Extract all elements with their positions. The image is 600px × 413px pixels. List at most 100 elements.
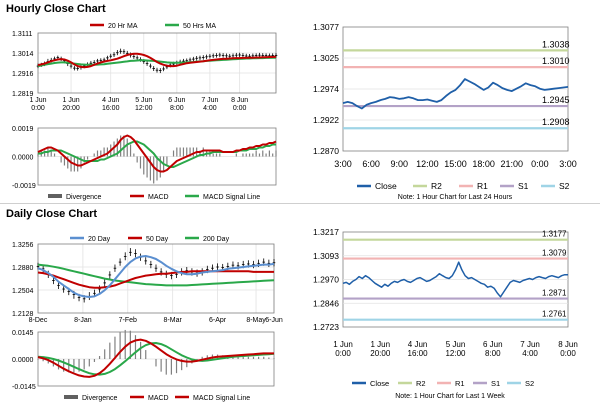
y-tick-label: 1.2870 bbox=[313, 146, 339, 156]
legend-r1: R1 bbox=[455, 379, 465, 388]
y-tick-label: 1.3014 bbox=[12, 51, 34, 58]
close-line bbox=[342, 78, 569, 110]
x-tick-label: 8 Jun bbox=[231, 97, 248, 104]
x-tick-label: 16:00 bbox=[408, 349, 429, 358]
y-tick-label: 1.3256 bbox=[12, 242, 34, 249]
x-tick-label: 7 Jun bbox=[520, 340, 540, 349]
legend-macd: MACD bbox=[148, 395, 169, 402]
x-tick-label: 20:00 bbox=[62, 105, 80, 112]
pivot-level-label: 1.3079 bbox=[542, 249, 567, 258]
y-tick-label: 1.3077 bbox=[313, 22, 339, 32]
macd-line bbox=[37, 338, 274, 378]
y-tick-label: 1.2128 bbox=[12, 311, 34, 318]
x-tick-label: 0:00 bbox=[560, 349, 576, 358]
hourly-section-title: Hourly Close Chart bbox=[6, 3, 106, 15]
legend-close: Close bbox=[370, 379, 389, 388]
y-tick-label: 1.3217 bbox=[313, 227, 339, 237]
legend-50day: 50 Day bbox=[146, 236, 169, 243]
x-tick-label: 0:00 bbox=[233, 105, 247, 112]
legend-close: Close bbox=[375, 181, 397, 191]
x-tick-label: 1 Jun bbox=[29, 97, 46, 104]
x-tick-label: 15:00 bbox=[444, 159, 467, 169]
y-tick-label: 0.0145 bbox=[12, 330, 34, 337]
legend-divergence-swatch bbox=[64, 395, 78, 399]
x-tick-label: 21:00 bbox=[500, 159, 523, 169]
x-tick-label: 6-Jun bbox=[265, 317, 283, 324]
y-tick-label: 1.3025 bbox=[313, 53, 339, 63]
x-tick-label: 9:00 bbox=[390, 159, 408, 169]
x-tick-label: 6-Apr bbox=[209, 317, 227, 324]
close-line bbox=[342, 261, 568, 298]
x-tick-label: 0:00 bbox=[335, 349, 351, 358]
pivot-level-label: 1.2871 bbox=[542, 289, 567, 298]
x-tick-label: 8:00 bbox=[485, 349, 501, 358]
y-tick-label: 1.2970 bbox=[313, 275, 339, 285]
ma-20hr-line bbox=[37, 52, 277, 69]
x-tick-label: 4:00 bbox=[522, 349, 538, 358]
x-tick-label: 4:00 bbox=[203, 105, 217, 112]
x-tick-label: 6 Jun bbox=[483, 340, 503, 349]
y-tick-label: 1.3093 bbox=[313, 251, 339, 261]
x-tick-label: 20:00 bbox=[370, 349, 391, 358]
x-tick-label: 8-Dec bbox=[29, 317, 48, 324]
legend-r2: R2 bbox=[431, 181, 442, 191]
x-tick-label: 6:00 bbox=[362, 159, 380, 169]
x-tick-label: 4 Jun bbox=[102, 97, 119, 104]
x-tick-label: 0:00 bbox=[31, 105, 45, 112]
legend-divergence: Divergence bbox=[82, 395, 118, 402]
x-tick-label: 3:00 bbox=[334, 159, 352, 169]
x-tick-label: 1 Jun bbox=[370, 340, 390, 349]
x-tick-label: 7 Jun bbox=[201, 97, 218, 104]
y-tick-label: 1.2922 bbox=[313, 115, 339, 125]
legend-macd-signal: MACD Signal Line bbox=[203, 194, 260, 201]
pivot-level-label: 1.2761 bbox=[542, 310, 567, 319]
y-tick-label: 1.3111 bbox=[12, 31, 32, 38]
x-tick-label: 18:00 bbox=[472, 159, 495, 169]
x-tick-label: 16:00 bbox=[102, 105, 120, 112]
macd-signal-line bbox=[37, 342, 275, 376]
legend-r1: R1 bbox=[477, 181, 488, 191]
legend-macd-signal: MACD Signal Line bbox=[193, 395, 250, 402]
x-tick-label: 7-Feb bbox=[119, 317, 137, 324]
legend-200day: 200 Day bbox=[203, 236, 230, 243]
chart-note: Note: 1 Hour Chart for Last 1 Week bbox=[395, 393, 505, 400]
y-tick-label: 1.2916 bbox=[12, 71, 34, 78]
y-tick-label: 0.0000 bbox=[12, 155, 34, 162]
x-tick-label: 5 Jun bbox=[135, 97, 152, 104]
legend-20hr-ma: 20 Hr MA bbox=[108, 23, 138, 30]
y-tick-label: 1.2846 bbox=[313, 298, 339, 308]
x-tick-label: 6 Jun bbox=[168, 97, 185, 104]
pivot-level-label: 1.3038 bbox=[542, 39, 570, 49]
x-tick-label: 1 Jun bbox=[62, 97, 79, 104]
legend-macd: MACD bbox=[148, 194, 169, 201]
x-tick-label: 0:00 bbox=[531, 159, 549, 169]
ma-200day-line bbox=[37, 263, 275, 287]
legend-divergence: Divergence bbox=[66, 194, 102, 201]
daily-price-frame bbox=[37, 243, 275, 314]
x-tick-label: 12:00 bbox=[416, 159, 439, 169]
x-tick-label: 1 Jun bbox=[333, 340, 353, 349]
legend-20day: 20 Day bbox=[88, 236, 111, 243]
y-tick-label: 1.2974 bbox=[313, 84, 339, 94]
y-tick-label: 1.2723 bbox=[313, 322, 339, 332]
x-tick-label: 8-Mar bbox=[164, 317, 183, 324]
y-tick-label: 1.2504 bbox=[12, 288, 34, 295]
legend-s2: S2 bbox=[559, 181, 570, 191]
ma-50day-line bbox=[37, 270, 274, 289]
legend-divergence-swatch bbox=[48, 194, 62, 198]
x-tick-label: 12:00 bbox=[445, 349, 466, 358]
daily-section-title: Daily Close Chart bbox=[6, 208, 98, 220]
pivot-level-label: 1.2945 bbox=[542, 95, 570, 105]
x-tick-label: 8-May bbox=[246, 317, 266, 324]
x-tick-label: 8-Jan bbox=[74, 317, 92, 324]
hourly-price-frame bbox=[37, 32, 277, 94]
pivot-level-label: 1.2908 bbox=[542, 117, 570, 127]
x-tick-label: 8 Jun bbox=[558, 340, 578, 349]
x-tick-label: 5 Jun bbox=[446, 340, 466, 349]
y-tick-label: 1.2880 bbox=[12, 265, 34, 272]
y-tick-label: -0.0145 bbox=[12, 384, 36, 391]
legend-s1: S1 bbox=[518, 181, 529, 191]
legend-50hr-ma: 50 Hrs MA bbox=[183, 23, 216, 30]
legend-s2: S2 bbox=[525, 379, 534, 388]
